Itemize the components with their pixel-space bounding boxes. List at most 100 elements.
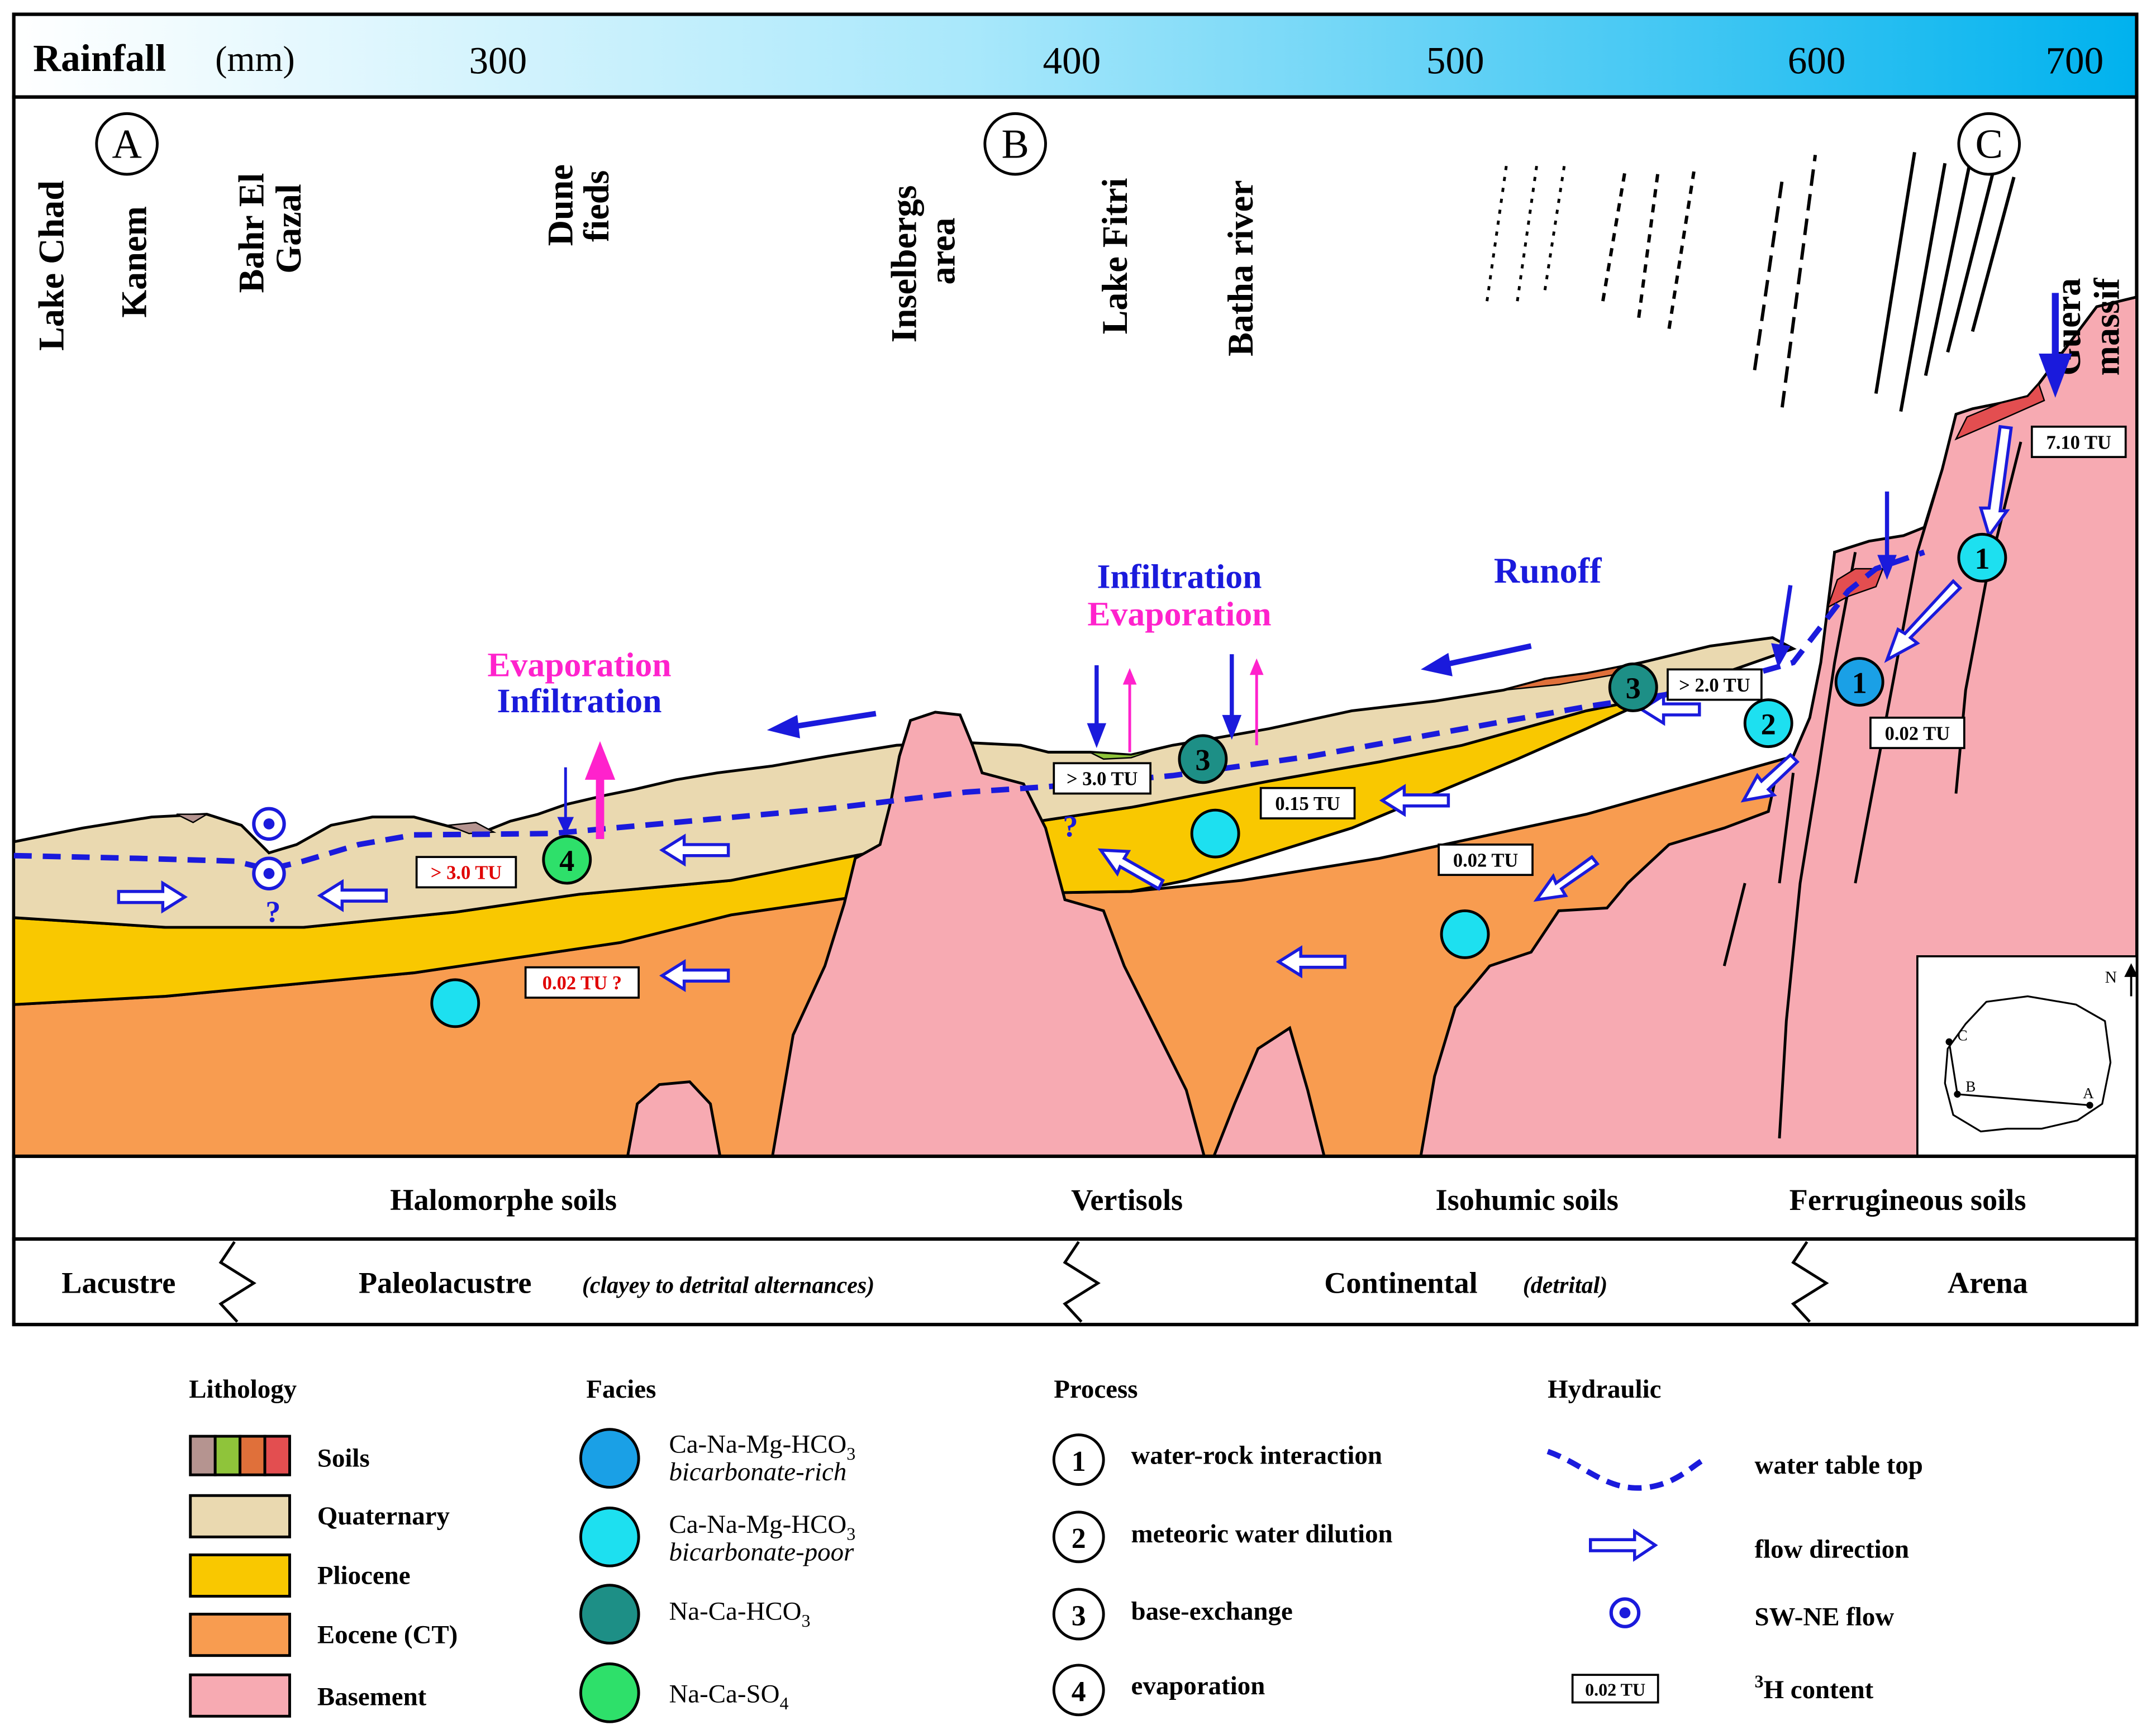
deposit-continental: Continental [1324,1266,1478,1299]
svg-text:4: 4 [559,844,574,878]
svg-text:1: 1 [1852,666,1867,699]
vertical-flux-arrows [557,293,2072,840]
legend-facies-nacahco3-label: Na-Ca-HCO3 [669,1597,810,1630]
basement-inselbergs [626,711,1326,1156]
inset-label-a: A [2083,1085,2094,1102]
soils-row [12,1154,2139,1241]
runoff-arrows [767,643,1532,738]
label-fieds: fieds [577,170,616,242]
legend-facies-rich-label: Ca-Na-Mg-HCO3 [669,1430,855,1464]
label-evaporation-west: Evaporation [487,646,671,684]
rainfall-tick-400: 400 [1043,39,1101,82]
process-circle-1-escarpment: 1 [1834,657,1884,707]
svg-text:C: C [1976,121,2003,167]
tu-3-0-west: > 3.0 TU [431,862,502,884]
legend-water-table-symbol [1546,1448,1705,1491]
tu-0-15: 0.15 TU [1275,793,1340,814]
legend-pliocene-swatch [189,1553,291,1598]
deposit-continental-note: (detrital) [1523,1273,1608,1298]
label-area: area [923,217,963,284]
facies-poor-pliocene [1190,808,1240,859]
legend-water-table-label: water table top [1755,1451,1923,1480]
process-circle-3-fitri: 3 [1178,734,1228,784]
legend-facies-title: Facies [586,1375,656,1404]
legend-process-3-num: 3 [1072,1600,1086,1632]
legend-pliocene-label: Pliocene [317,1561,411,1590]
soil-red-guera [1954,382,2045,441]
deposit-paleolacustre: Paleolacustre [359,1266,532,1299]
legend-facies-rich-note: bicarbonate-rich [669,1457,846,1486]
legend-facies-poor-note: bicarbonate-poor [669,1537,854,1566]
svg-text:B: B [1001,121,1029,167]
inset-north-label: N [2105,969,2117,987]
legend-flow-direction-label: flow direction [1755,1535,1910,1564]
tu-0-02-q: 0.02 TU ? [542,973,622,994]
legend-sw-ne-flow-label: SW-NE flow [1755,1602,1895,1631]
section-marker-a: A [95,112,159,176]
rain-lines [1486,152,2016,412]
soil-ferrugineous: Ferrugineous soils [1789,1183,2026,1217]
deposit-paleolacustre-note: (clayey to detrital alternances) [582,1273,874,1298]
rainfall-tick-500: 500 [1426,39,1484,82]
legend-facies-nacaso4-label: Na-Ca-SO4 [669,1680,788,1713]
label-kanem: Kanem [115,206,154,318]
deposits-row [12,1237,2139,1327]
legend-sw-ne-flow-symbol [1609,1597,1641,1628]
tu-3-0-fitri: > 3.0 TU [1067,769,1138,790]
soil-halomorphe: Halomorphe soils [390,1183,617,1217]
label-lake-fitri: Lake Fitri [1095,178,1135,334]
section-marker-b: B [983,112,1047,176]
inset-map: C B A N [1916,955,2138,1157]
location-labels: Lake Chad Kanem Bahr El Gazal Dune fieds… [32,164,2127,375]
tu-0-02-c: 0.02 TU [1885,723,1950,744]
process-circle-1-guera: 1 [1957,532,2007,583]
zigzag-3 [1791,1241,1829,1323]
legend-process-4-label: evaporation [1131,1671,1265,1700]
legend-quaternary-label: Quaternary [317,1502,450,1531]
tu-0-02-mid: 0.02 TU [1453,850,1519,871]
inset-label-b: B [1965,1078,1976,1095]
groundwater-flow-arrows [117,425,2013,993]
legend-tu-box: 0.02 TU [1585,1679,1645,1699]
legend-h-content-label: 3H content [1755,1671,1874,1704]
sw-ne-flow-symbols [252,807,286,890]
label-lake-chad: Lake Chad [32,180,72,351]
label-dune: Dune [541,164,580,246]
legend-process-4-num: 4 [1072,1676,1086,1708]
svg-text:2: 2 [1761,707,1776,741]
label-bahr-el: Bahr El [232,173,272,293]
legend-quaternary-swatch [189,1494,291,1538]
question-mark-west: ? [265,895,280,928]
legend-facies-rich-circle [579,1428,640,1489]
geological-section [13,296,2137,1156]
facies-poor-west [430,978,480,1028]
facies-circles [430,808,1490,1028]
inset-label-c: C [1957,1027,1967,1043]
legend-basement-swatch [189,1673,291,1718]
deposit-arena: Arena [1948,1266,2028,1299]
soil-orange-batha [1503,661,1642,691]
svg-text:A: A [112,121,141,167]
legend-facies-nacaso4-circle [579,1662,640,1723]
soil-green-fitri [1089,749,1156,760]
legend-basement-label: Basement [317,1683,427,1712]
legend: Lithology Soils Quaternary Pliocene Eoce… [189,1375,1923,1723]
legend-process-1-label: water-rock interaction [1131,1441,1382,1470]
rainfall-tick-600: 600 [1788,39,1846,82]
tritium-labels: 7.10 TU 0.02 TU > 2.0 TU > 3.0 TU 0.15 T… [415,425,2127,999]
legend-soils-label: Soils [317,1443,370,1473]
deposit-lacustre: Lacustre [61,1266,175,1299]
facies-poor-eocene [1440,909,1490,959]
label-runoff: Runoff [1494,551,1602,590]
legend-soils-swatch [189,1435,291,1476]
process-circle-3-east: 3 [1608,662,1658,712]
soil-isohumic: Isohumic soils [1435,1183,1618,1217]
legend-process-2-label: meteoric water dilution [1131,1519,1393,1548]
legend-process-3-label: base-exchange [1131,1597,1293,1626]
section-marker-c: C [1957,112,2021,176]
label-inselbergs: Inselbergs [884,185,924,342]
svg-text:1: 1 [1974,542,1990,575]
rainfall-title: Rainfall [33,36,166,79]
label-infiltration-west: Infiltration [497,682,662,720]
legend-hydraulic-title: Hydraulic [1548,1375,1661,1404]
